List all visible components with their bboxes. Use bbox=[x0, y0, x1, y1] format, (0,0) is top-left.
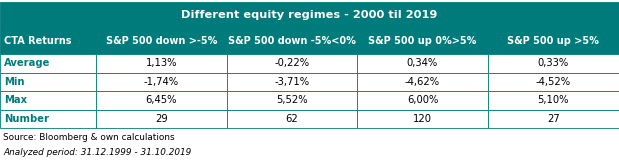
Text: 27: 27 bbox=[547, 114, 560, 124]
Bar bbox=[96, 28, 227, 54]
Text: S&P 500 up >5%: S&P 500 up >5% bbox=[508, 36, 599, 46]
Bar bbox=[96, 73, 227, 91]
Bar bbox=[357, 91, 488, 110]
Text: 6,00%: 6,00% bbox=[407, 95, 438, 105]
Text: 5,10%: 5,10% bbox=[538, 95, 569, 105]
Text: 0,34%: 0,34% bbox=[407, 58, 438, 68]
Bar bbox=[0, 54, 96, 73]
Bar bbox=[96, 91, 227, 110]
Bar bbox=[227, 54, 357, 73]
Text: Source: Bloomberg & own calculations: Source: Bloomberg & own calculations bbox=[3, 133, 175, 142]
Bar bbox=[357, 54, 488, 73]
Bar bbox=[227, 91, 357, 110]
Text: S&P 500 down -5%<0%: S&P 500 down -5%<0% bbox=[228, 36, 356, 46]
Text: Average: Average bbox=[4, 58, 50, 68]
Bar bbox=[488, 54, 619, 73]
Bar bbox=[488, 73, 619, 91]
Text: 5,52%: 5,52% bbox=[276, 95, 308, 105]
Text: -4,52%: -4,52% bbox=[536, 77, 571, 87]
Text: 1,13%: 1,13% bbox=[145, 58, 177, 68]
Bar bbox=[0, 91, 96, 110]
Bar bbox=[0, 28, 96, 54]
Text: -1,74%: -1,74% bbox=[144, 77, 179, 87]
Text: 0,33%: 0,33% bbox=[538, 58, 569, 68]
Bar bbox=[0, 110, 96, 128]
Bar bbox=[96, 110, 227, 128]
Text: S&P 500 down >-5%: S&P 500 down >-5% bbox=[106, 36, 217, 46]
Text: -0,22%: -0,22% bbox=[274, 58, 310, 68]
Bar bbox=[227, 73, 357, 91]
Bar bbox=[227, 110, 357, 128]
Text: CTA Returns: CTA Returns bbox=[4, 36, 71, 46]
Text: S&P 500 up 0%>5%: S&P 500 up 0%>5% bbox=[368, 36, 477, 46]
Text: Min: Min bbox=[4, 77, 24, 87]
Text: Max: Max bbox=[4, 95, 27, 105]
Bar bbox=[488, 110, 619, 128]
Bar bbox=[488, 91, 619, 110]
Text: Number: Number bbox=[4, 114, 49, 124]
Bar bbox=[357, 110, 488, 128]
Text: 29: 29 bbox=[155, 114, 168, 124]
Text: 120: 120 bbox=[413, 114, 432, 124]
Text: 6,45%: 6,45% bbox=[145, 95, 177, 105]
Text: 62: 62 bbox=[285, 114, 298, 124]
Bar bbox=[0, 2, 619, 28]
Bar bbox=[96, 54, 227, 73]
Bar bbox=[0, 73, 96, 91]
Bar bbox=[488, 28, 619, 54]
Text: -4,62%: -4,62% bbox=[405, 77, 440, 87]
Text: -3,71%: -3,71% bbox=[274, 77, 310, 87]
Bar bbox=[357, 28, 488, 54]
Bar bbox=[357, 73, 488, 91]
Bar bbox=[227, 28, 357, 54]
Text: Analyzed period: 31.12.1999 - 31.10.2019: Analyzed period: 31.12.1999 - 31.10.2019 bbox=[3, 148, 191, 157]
Text: Different equity regimes - 2000 til 2019: Different equity regimes - 2000 til 2019 bbox=[181, 10, 438, 20]
